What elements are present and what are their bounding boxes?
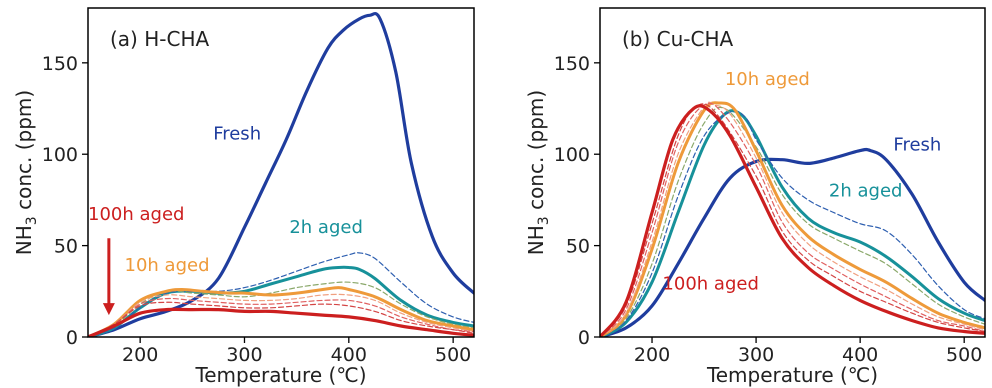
x-tick-label: 200 <box>634 344 670 366</box>
y-tick-label: 50 <box>54 236 78 258</box>
y-tick-label: 50 <box>566 236 590 258</box>
chart-title: (b) Cu-CHA <box>622 27 734 51</box>
annotation-label: 10h aged <box>125 255 210 276</box>
x-tick-label: 300 <box>226 344 262 366</box>
series-line-3 <box>600 106 985 337</box>
series-line-5 <box>600 101 985 337</box>
y-tick-label: 150 <box>42 53 78 75</box>
annotation-label: 10h aged <box>725 69 810 90</box>
series-line-5 <box>88 293 474 337</box>
chart-panel-1: 200 300 400 500 0 50 100 150 Temperature (℃) NH3 … <box>524 7 986 387</box>
x-axis-label: Temperature (℃) <box>706 363 878 387</box>
series-line-4 <box>88 286 474 337</box>
annotation-label: 100h aged <box>662 273 758 294</box>
annotation-label: 2h aged <box>289 217 363 238</box>
annotation-label: 2h aged <box>829 180 903 201</box>
chart-panel-0: 200 300 400 500 0 50 100 150 Temperature (℃) NH3 … <box>12 7 475 387</box>
series-line-0 <box>600 147 985 337</box>
x-tick-label: 300 <box>738 344 774 366</box>
x-tick-label: 400 <box>331 344 367 366</box>
series-line-4 <box>600 101 985 337</box>
series-line-1 <box>600 109 985 337</box>
arrow-head <box>102 303 115 316</box>
y-tick-label: 100 <box>554 144 590 166</box>
series-line-6 <box>88 297 474 337</box>
series-line-8 <box>600 104 985 337</box>
annotation-label: Fresh <box>893 135 941 156</box>
y-tick-label: 0 <box>578 327 590 349</box>
annotation-label: Fresh <box>213 124 261 145</box>
series-line-7 <box>600 103 985 337</box>
chart-title: (a) H-CHA <box>110 27 209 51</box>
annotation-label: 100h aged <box>88 204 184 225</box>
y-tick-label: 0 <box>66 327 78 349</box>
series-line-7 <box>88 301 474 337</box>
plot-frame <box>87 7 475 338</box>
series-line-8 <box>88 307 474 337</box>
series-line-6 <box>600 102 985 337</box>
series-line-3 <box>88 281 474 337</box>
series-group <box>600 101 985 337</box>
series-group <box>88 11 474 337</box>
y-axis-label: NH3 conc. (ppm) <box>524 90 552 255</box>
x-axis-label: Temperature (℃) <box>194 363 366 387</box>
series-line-0 <box>88 11 474 337</box>
y-axis-label: NH3 conc. (ppm) <box>12 90 40 255</box>
y-tick-label: 150 <box>554 53 590 75</box>
x-tick-label: 200 <box>122 344 158 366</box>
y-tick-label: 100 <box>42 144 78 166</box>
x-tick-label: 500 <box>946 344 982 366</box>
plot-frame <box>599 7 986 338</box>
x-tick-label: 400 <box>842 344 878 366</box>
x-tick-label: 500 <box>435 344 471 366</box>
series-line-2 <box>600 110 985 337</box>
